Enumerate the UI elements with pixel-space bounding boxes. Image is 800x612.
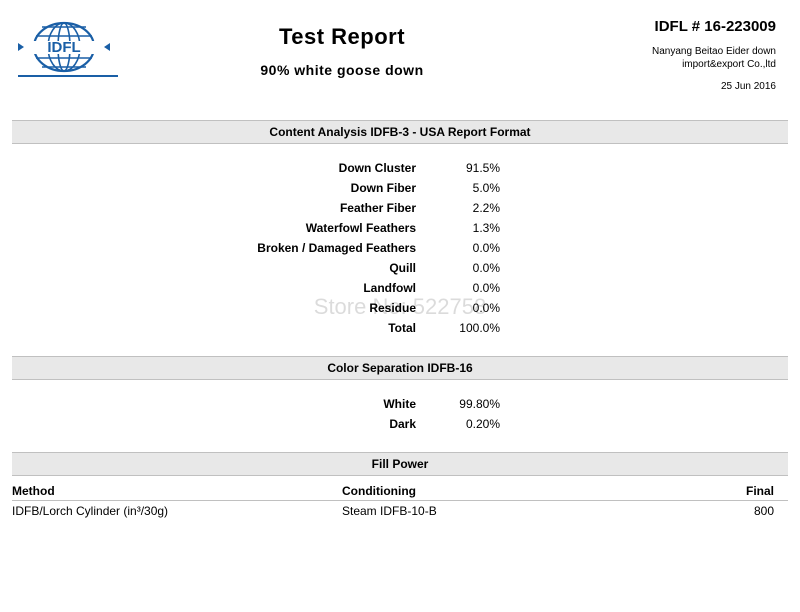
data-row: Dark0.20% (0, 414, 800, 434)
content-analysis-data: Down Cluster91.5% Down Fiber5.0% Feather… (0, 158, 800, 338)
col-method: Method (12, 484, 342, 498)
report-meta: IDFL # 16-223009 Nanyang Beitao Eider do… (566, 18, 776, 92)
data-row: Residue0.0% (0, 298, 800, 318)
table-row: IDFB/Lorch Cylinder (in³/30g) Steam IDFB… (12, 501, 788, 521)
logo-area: IDFL (18, 18, 118, 92)
title-block: Test Report 90% white goose down (118, 18, 566, 92)
data-row: Feather Fiber2.2% (0, 198, 800, 218)
document-header: IDFL Test Report 90% white goose down ID… (0, 0, 800, 102)
section-header-fill-power: Fill Power (12, 452, 788, 476)
company-name: Nanyang Beitao Eider down import&export … (566, 45, 776, 71)
logo-text: IDFL (47, 39, 80, 56)
data-row: Total100.0% (0, 318, 800, 338)
data-row: Landfowl0.0% (0, 278, 800, 298)
section-header-color-separation: Color Separation IDFB-16 (12, 356, 788, 380)
data-row: Quill0.0% (0, 258, 800, 278)
fill-power-table: Method Conditioning Final IDFB/Lorch Cyl… (12, 482, 788, 521)
section-header-content-analysis: Content Analysis IDFB-3 - USA Report For… (12, 120, 788, 144)
idfl-globe-logo-icon: IDFL (18, 18, 110, 76)
data-row: Down Cluster91.5% (0, 158, 800, 178)
data-row: Broken / Damaged Feathers0.0% (0, 238, 800, 258)
data-row: White99.80% (0, 394, 800, 414)
report-subtitle: 90% white goose down (118, 62, 566, 78)
table-header-row: Method Conditioning Final (12, 482, 788, 501)
data-row: Down Fiber5.0% (0, 178, 800, 198)
cell-method: IDFB/Lorch Cylinder (in³/30g) (12, 504, 342, 518)
color-separation-data: White99.80% Dark0.20% (0, 394, 800, 434)
cell-final: 800 (708, 504, 788, 518)
report-number: IDFL # 16-223009 (566, 18, 776, 35)
col-final: Final (708, 484, 788, 498)
cell-conditioning: Steam IDFB-10-B (342, 504, 708, 518)
report-title: Test Report (118, 24, 566, 50)
col-conditioning: Conditioning (342, 484, 708, 498)
data-row: Waterfowl Feathers1.3% (0, 218, 800, 238)
report-date: 25 Jun 2016 (566, 81, 776, 92)
